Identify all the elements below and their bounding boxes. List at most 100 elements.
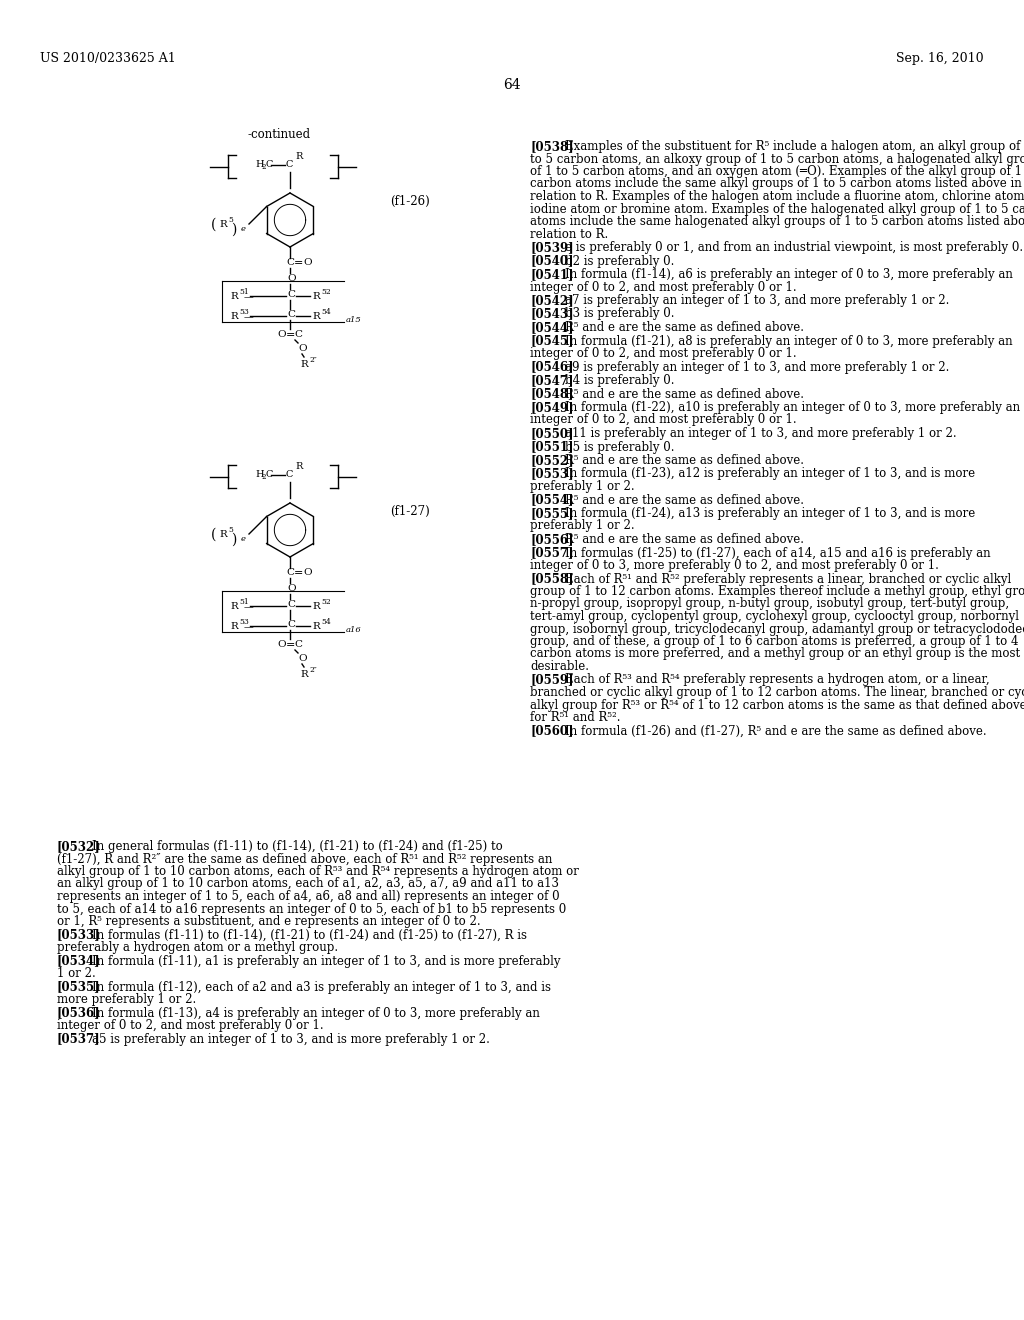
Text: C: C (285, 470, 293, 479)
Text: e: e (241, 535, 246, 543)
Text: [0557]: [0557] (530, 546, 573, 560)
Text: O: O (298, 653, 306, 663)
Text: In formula (f1-12), each of a2 and a3 is preferably an integer of 1 to 3, and is: In formula (f1-12), each of a2 and a3 is… (92, 981, 551, 994)
Text: integer of 0 to 2, and most preferably 0 or 1.: integer of 0 to 2, and most preferably 0… (530, 413, 797, 426)
Text: 54: 54 (321, 308, 331, 315)
Text: a7 is preferably an integer of 1 to 3, and more preferably 1 or 2.: a7 is preferably an integer of 1 to 3, a… (565, 294, 949, 308)
Text: [0544]: [0544] (530, 321, 573, 334)
Text: 52: 52 (321, 598, 331, 606)
Text: group, isobornyl group, tricyclodecanyl group, adamantyl group or tetracyclodode: group, isobornyl group, tricyclodecanyl … (530, 623, 1024, 635)
Text: 2″: 2″ (309, 667, 316, 675)
Text: [0556]: [0556] (530, 533, 573, 546)
Text: [0549]: [0549] (530, 401, 573, 414)
Text: R: R (230, 622, 238, 631)
Text: R: R (230, 292, 238, 301)
Text: C: C (294, 640, 302, 649)
Text: R: R (219, 220, 226, 228)
Text: more preferably 1 or 2.: more preferably 1 or 2. (57, 993, 197, 1006)
Text: R: R (312, 312, 319, 321)
Text: 2: 2 (261, 162, 265, 172)
Text: [0532]: [0532] (57, 840, 100, 853)
Text: for R⁵¹ and R⁵².: for R⁵¹ and R⁵². (530, 711, 621, 723)
Text: In formula (f1-22), a10 is preferably an integer of 0 to 3, more preferably an: In formula (f1-22), a10 is preferably an… (565, 401, 1020, 414)
Text: [0542]: [0542] (530, 294, 573, 308)
Text: iodine atom or bromine atom. Examples of the halogenated alkyl group of 1 to 5 c: iodine atom or bromine atom. Examples of… (530, 202, 1024, 215)
Text: [0550]: [0550] (530, 426, 573, 440)
Text: integer of 0 to 2, and most preferably 0 or 1.: integer of 0 to 2, and most preferably 0… (530, 281, 797, 293)
Text: In formula (f1-24), a13 is preferably an integer of 1 to 3, and is more: In formula (f1-24), a13 is preferably an… (565, 507, 975, 520)
Text: tert-amyl group, cyclopentyl group, cyclohexyl group, cyclooctyl group, norborny: tert-amyl group, cyclopentyl group, cycl… (530, 610, 1019, 623)
Text: [0558]: [0558] (530, 573, 573, 586)
Text: O: O (287, 275, 296, 282)
Text: b5 is preferably 0.: b5 is preferably 0. (565, 441, 675, 454)
Text: R: R (295, 152, 302, 161)
Text: integer of 0 to 3, more preferably 0 to 2, and most preferably 0 or 1.: integer of 0 to 3, more preferably 0 to … (530, 558, 939, 572)
Text: [0538]: [0538] (530, 140, 573, 153)
Text: Examples of the substituent for R⁵ include a halogen atom, an alkyl group of 1: Examples of the substituent for R⁵ inclu… (565, 140, 1024, 153)
Text: represents an integer of 1 to 5, each of a4, a6, a8 and all) represents an integ: represents an integer of 1 to 5, each of… (57, 890, 560, 903)
Text: -continued: -continued (248, 128, 311, 141)
Text: In formulas (f1-25) to (f1-27), each of a14, a15 and a16 is preferably an: In formulas (f1-25) to (f1-27), each of … (565, 546, 990, 560)
Text: e: e (241, 224, 246, 234)
Text: R: R (300, 360, 308, 370)
Text: desirable.: desirable. (530, 660, 589, 673)
Text: 2″: 2″ (309, 356, 316, 364)
Text: 64: 64 (503, 78, 521, 92)
Text: —: — (244, 313, 254, 322)
Text: Each of R⁵¹ and R⁵² preferably represents a linear, branched or cyclic alkyl: Each of R⁵¹ and R⁵² preferably represent… (565, 573, 1012, 586)
Text: 5: 5 (228, 216, 232, 224)
Text: [0559]: [0559] (530, 673, 573, 686)
Text: O: O (278, 640, 286, 649)
Text: atoms include the same halogenated alkyl groups of 1 to 5 carbon atoms listed ab: atoms include the same halogenated alkyl… (530, 215, 1024, 228)
Text: —: — (244, 623, 254, 632)
Text: R: R (312, 602, 319, 611)
Text: [0551]: [0551] (530, 441, 573, 454)
Text: R: R (230, 312, 238, 321)
Text: [0548]: [0548] (530, 388, 573, 400)
Text: 53: 53 (239, 618, 249, 626)
Text: to 5, each of a14 to a16 represents an integer of 0 to 5, each of b1 to b5 repre: to 5, each of a14 to a16 represents an i… (57, 903, 566, 916)
Text: C: C (285, 160, 293, 169)
Text: —: — (244, 293, 254, 302)
Text: C: C (294, 330, 302, 339)
Text: 5: 5 (228, 525, 232, 535)
Text: preferably 1 or 2.: preferably 1 or 2. (530, 480, 635, 492)
Text: 51: 51 (239, 598, 249, 606)
Text: O: O (298, 345, 306, 352)
Text: Sep. 16, 2010: Sep. 16, 2010 (896, 51, 984, 65)
Text: H: H (255, 160, 263, 169)
Text: [0535]: [0535] (57, 981, 100, 994)
Text: e is preferably 0 or 1, and from an industrial viewpoint, is most preferably 0.: e is preferably 0 or 1, and from an indu… (565, 242, 1023, 253)
Text: to 5 carbon atoms, an alkoxy group of 1 to 5 carbon atoms, a halogenated alkyl g: to 5 carbon atoms, an alkoxy group of 1 … (530, 153, 1024, 165)
Text: b3 is preferably 0.: b3 is preferably 0. (565, 308, 675, 321)
Text: C: C (287, 601, 295, 609)
Text: 51: 51 (239, 288, 249, 296)
Text: C: C (265, 160, 272, 169)
Text: R: R (230, 602, 238, 611)
Text: US 2010/0233625 A1: US 2010/0233625 A1 (40, 51, 176, 65)
Text: H: H (255, 470, 263, 479)
Text: [0536]: [0536] (57, 1006, 100, 1019)
Text: [0547]: [0547] (530, 374, 573, 387)
Text: =: = (294, 257, 303, 268)
Text: (: ( (211, 218, 216, 232)
Text: carbon atoms include the same alkyl groups of 1 to 5 carbon atoms listed above i: carbon atoms include the same alkyl grou… (530, 177, 1022, 190)
Text: preferably a hydrogen atom or a methyl group.: preferably a hydrogen atom or a methyl g… (57, 941, 338, 954)
Text: [0534]: [0534] (57, 954, 100, 968)
Text: [0543]: [0543] (530, 308, 573, 321)
Text: O: O (303, 568, 311, 577)
Text: R⁵ and e are the same as defined above.: R⁵ and e are the same as defined above. (565, 454, 804, 467)
Text: [0539]: [0539] (530, 242, 573, 253)
Text: In formula (f1-14), a6 is preferably an integer of 0 to 3, more preferably an: In formula (f1-14), a6 is preferably an … (565, 268, 1013, 281)
Text: [0541]: [0541] (530, 268, 573, 281)
Text: C: C (286, 568, 294, 577)
Text: a15: a15 (346, 315, 361, 323)
Text: R⁵ and e are the same as defined above.: R⁵ and e are the same as defined above. (565, 533, 804, 546)
Text: group of 1 to 12 carbon atoms. Examples thereof include a methyl group, ethyl gr: group of 1 to 12 carbon atoms. Examples … (530, 585, 1024, 598)
Text: [0554]: [0554] (530, 494, 573, 507)
Text: alkyl group for R⁵³ or R⁵⁴ of 1 to 12 carbon atoms is the same as that defined a: alkyl group for R⁵³ or R⁵⁴ of 1 to 12 ca… (530, 698, 1024, 711)
Text: preferably 1 or 2.: preferably 1 or 2. (530, 520, 635, 532)
Text: C: C (287, 290, 295, 300)
Text: —: — (244, 603, 254, 612)
Text: integer of 0 to 2, and most preferably 0 or 1.: integer of 0 to 2, and most preferably 0… (57, 1019, 324, 1032)
